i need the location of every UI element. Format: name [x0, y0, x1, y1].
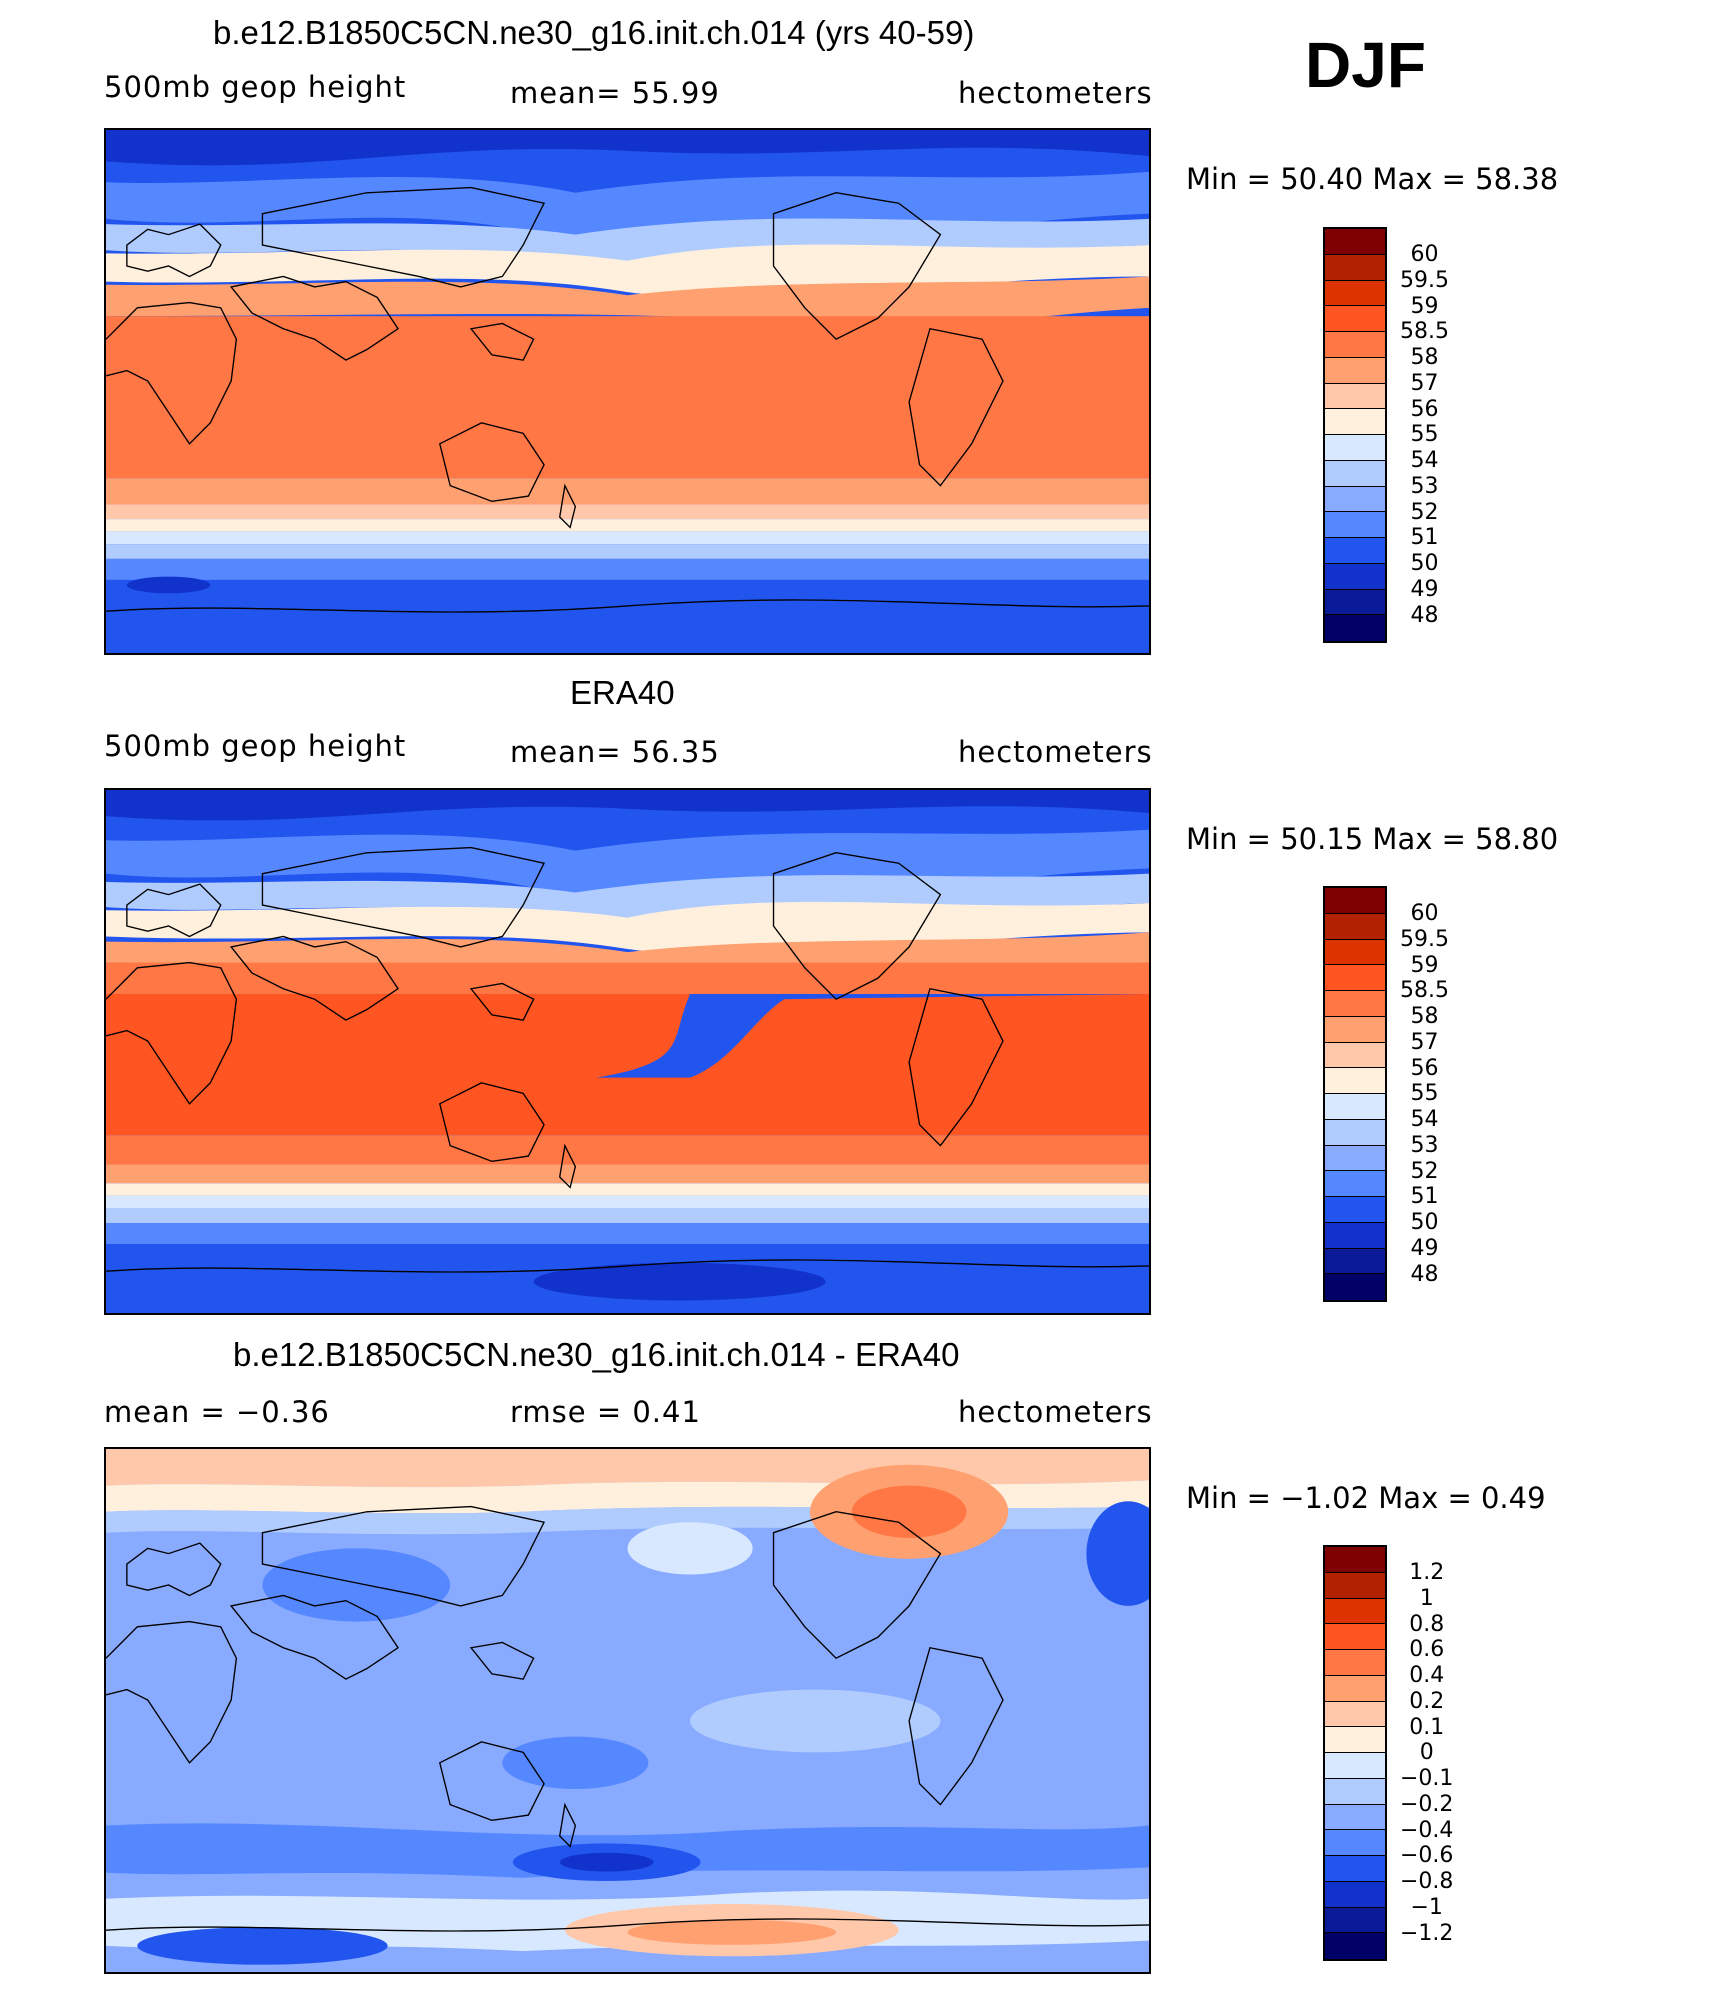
colorbar-label: 52 [1410, 499, 1439, 525]
colorbar-label: 58.5 [1400, 319, 1449, 345]
colorbar-label: −1.2 [1400, 1920, 1454, 1946]
panel-3-colorbar-labels: 1.2 1 0.8 0.6 0.4 0.2 0.1 0 −0.1 −0.2 −0… [1400, 1560, 1453, 1946]
panel-1-model-map [104, 128, 1151, 655]
colorbar-label: 50 [1410, 551, 1439, 576]
colorbar-label: 58 [1410, 345, 1439, 370]
panel-3-rmse-label: rmse = 0.41 [510, 1395, 701, 1429]
colorbar-label: 51 [1410, 1184, 1439, 1210]
panel-1-variable-label: 500mb geop height [104, 70, 407, 104]
colorbar-label: 0.6 [1409, 1637, 1445, 1663]
panel-1-colorbar-labels: 60 59.5 59 58.5 58 57 56 55 54 53 52 51 … [1400, 242, 1449, 628]
colorbar-label: 1 [1419, 1585, 1434, 1611]
colorbar-label: 59.5 [1400, 267, 1449, 293]
colorbar-label: 50 [1410, 1210, 1439, 1235]
colorbar-label: 58 [1410, 1004, 1439, 1029]
colorbar-label: 49 [1410, 576, 1439, 602]
panel-3-difference-map [104, 1447, 1151, 1974]
panel-1-minmax: Min = 50.40 Max = 58.38 [1186, 162, 1559, 196]
panel-2-title: ERA40 [570, 674, 675, 711]
panel-3-units-label: hectometers [958, 1395, 1153, 1429]
colorbar-label: 53 [1410, 473, 1439, 499]
colorbar-label: 55 [1410, 422, 1439, 448]
colorbar-label: 52 [1410, 1158, 1439, 1184]
colorbar-label: 59 [1410, 952, 1439, 978]
colorbar-label: 56 [1410, 396, 1439, 422]
colorbar-label: 59 [1410, 293, 1439, 319]
colorbar-label: 0 [1419, 1740, 1434, 1766]
panel-2-colorbar [1323, 886, 1387, 1302]
colorbar-label: −1 [1410, 1894, 1443, 1920]
season-label: DJF [1305, 29, 1426, 101]
panel-2-units-label: hectometers [958, 735, 1153, 769]
colorbar-label: 0.2 [1409, 1688, 1445, 1714]
panel-1-mean-label: mean= 55.99 [510, 76, 720, 110]
panel-2-era40-map [104, 788, 1151, 1315]
colorbar-label: 60 [1410, 242, 1439, 267]
colorbar-label: −0.1 [1400, 1766, 1454, 1791]
panel-2-minmax: Min = 50.15 Max = 58.80 [1186, 822, 1559, 856]
panel-1-colorbar [1323, 227, 1387, 643]
colorbar-label: 54 [1410, 1107, 1439, 1132]
colorbar-label: 58.5 [1400, 978, 1449, 1004]
colorbar-label: 55 [1410, 1081, 1439, 1107]
colorbar-label: 0.1 [1409, 1714, 1445, 1740]
panel-2-colorbar-labels: 60 59.5 59 58.5 58 57 56 55 54 53 52 51 … [1400, 901, 1449, 1287]
panel-3-title: b.e12.B1850C5CN.ne30_g16.init.ch.014 - E… [233, 1336, 960, 1373]
colorbar-label: 48 [1410, 602, 1439, 628]
colorbar-label: 49 [1410, 1235, 1439, 1261]
colorbar-label: −0.2 [1400, 1791, 1454, 1817]
colorbar-label: 48 [1410, 1261, 1439, 1287]
panel-2-variable-label: 500mb geop height [104, 729, 407, 763]
panel-1-units-label: hectometers [958, 76, 1153, 110]
panel-3-mean-label: mean = −0.36 [104, 1395, 330, 1429]
colorbar-label: 60 [1410, 901, 1439, 926]
colorbar-label: 56 [1410, 1055, 1439, 1081]
colorbar-label: 0.8 [1409, 1611, 1445, 1637]
colorbar-label: 51 [1410, 525, 1439, 551]
colorbar-label: 57 [1410, 370, 1439, 396]
colorbar-label: 1.2 [1409, 1560, 1445, 1585]
colorbar-label: −0.4 [1400, 1817, 1454, 1843]
panel-2-mean-label: mean= 56.35 [510, 735, 720, 769]
colorbar-label: 57 [1410, 1029, 1439, 1055]
panel-3-minmax: Min = −1.02 Max = 0.49 [1186, 1481, 1546, 1515]
colorbar-label: 59.5 [1400, 926, 1449, 952]
panel-1-title: b.e12.B1850C5CN.ne30_g16.init.ch.014 (yr… [213, 14, 975, 51]
colorbar-label: 54 [1410, 448, 1439, 473]
colorbar-label: −0.6 [1400, 1843, 1454, 1869]
panel-3-colorbar [1323, 1545, 1387, 1961]
colorbar-label: −0.8 [1400, 1869, 1454, 1894]
colorbar-label: 53 [1410, 1132, 1439, 1158]
colorbar-label: 0.4 [1409, 1663, 1445, 1688]
